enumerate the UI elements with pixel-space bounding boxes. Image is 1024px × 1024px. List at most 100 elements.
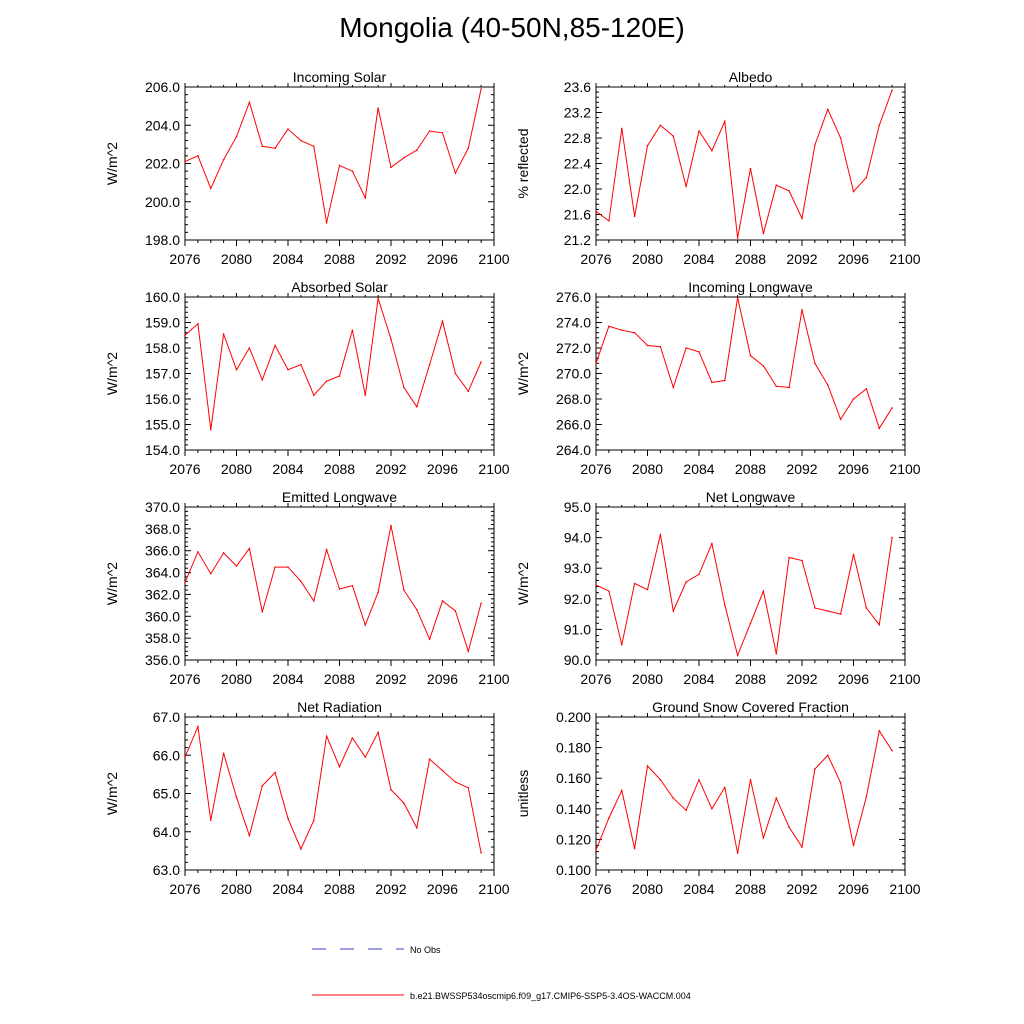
data-point <box>852 553 855 556</box>
data-point <box>403 156 405 159</box>
data-point <box>659 533 662 536</box>
data-point <box>839 137 842 139</box>
x-tick-label: 2088 <box>735 461 766 477</box>
data-point <box>415 608 418 611</box>
data-point <box>698 130 700 132</box>
x-tick-label: 2096 <box>427 671 458 687</box>
x-tick-label: 2100 <box>889 881 920 897</box>
data-point <box>415 827 418 829</box>
panel-title: Net Longwave <box>706 489 796 505</box>
data-point <box>248 101 251 104</box>
y-tick-label: 198.0 <box>145 232 180 248</box>
series-line <box>184 525 482 654</box>
y-tick-label: 202.0 <box>145 156 180 172</box>
data-point <box>480 88 482 90</box>
data-point <box>454 372 457 375</box>
x-tick-label: 2092 <box>375 671 406 687</box>
y-tick-label: 156.0 <box>145 391 180 407</box>
y-tick-label: 65.0 <box>153 786 180 802</box>
data-point <box>608 220 610 222</box>
data-point <box>312 145 315 148</box>
data-point <box>698 573 700 576</box>
data-point <box>736 654 739 657</box>
data-point <box>364 624 367 626</box>
plot-frame <box>184 716 495 871</box>
panel-title: Incoming Longwave <box>688 279 813 295</box>
data-point <box>839 418 842 421</box>
data-point <box>826 754 829 757</box>
data-point <box>325 735 328 737</box>
chart-panel-1: Incoming Solar W/m^2 198.0 200.0 202.0 204.0 2… <box>104 69 510 267</box>
data-point <box>672 135 675 137</box>
data-point <box>865 795 868 798</box>
chart-panel-5: Emitted Longwave W/m^2 356.0 358.0 360.0 362.… <box>104 489 510 687</box>
y-tick-label: 95.0 <box>564 499 591 515</box>
data-point <box>441 600 444 602</box>
data-point <box>878 124 881 127</box>
data-point <box>801 217 803 220</box>
series-line <box>595 534 893 658</box>
data-point <box>723 604 726 606</box>
plot-frame <box>595 86 906 241</box>
y-tick-label: 268.0 <box>556 391 591 407</box>
data-point <box>312 394 315 396</box>
x-tick-label: 2076 <box>580 251 611 267</box>
data-point <box>646 144 649 147</box>
data-point <box>826 108 829 111</box>
data-point <box>659 778 662 781</box>
data-point <box>685 581 687 583</box>
data-point <box>415 405 418 408</box>
data-point <box>325 221 328 224</box>
data-point <box>287 566 289 568</box>
data-point <box>852 844 855 847</box>
data-point <box>814 607 816 609</box>
data-point <box>287 368 289 371</box>
data-point <box>801 559 803 562</box>
data-point <box>762 837 765 839</box>
data-point <box>620 789 623 792</box>
data-point <box>480 602 482 604</box>
data-point <box>723 786 726 789</box>
data-point <box>467 390 470 393</box>
data-point <box>274 771 276 774</box>
data-point <box>467 147 470 149</box>
y-tick-label: 67.0 <box>153 709 180 725</box>
data-point <box>801 846 803 848</box>
x-tick-label: 2088 <box>735 251 766 267</box>
data-point <box>749 622 752 625</box>
data-point <box>891 89 893 91</box>
data-point <box>633 331 636 334</box>
x-tick-label: 2096 <box>427 461 458 477</box>
chart-panel-8: Ground Snow Covered Fraction unitless 0.10… <box>515 699 921 897</box>
y-tick-label: 159.0 <box>145 315 180 331</box>
data-point <box>364 394 367 396</box>
data-point <box>672 610 675 612</box>
data-point <box>184 334 186 337</box>
data-point <box>736 852 739 854</box>
data-point <box>338 164 341 167</box>
x-tick-label: 2092 <box>786 881 817 897</box>
x-tick-label: 2088 <box>735 881 766 897</box>
y-tick-label: 160.0 <box>145 289 180 305</box>
plot-frame <box>595 716 906 871</box>
y-tick-label: 94.0 <box>564 530 591 546</box>
data-point <box>390 166 392 169</box>
panel-title: Absorbed Solar <box>291 279 388 295</box>
y-axis-label: W/m^2 <box>515 562 531 605</box>
data-point <box>595 584 597 586</box>
y-tick-label: 358.0 <box>145 630 180 646</box>
x-tick-label: 2092 <box>375 881 406 897</box>
y-tick-label: 90.0 <box>564 652 591 668</box>
data-point <box>595 849 597 851</box>
data-point <box>390 338 392 340</box>
y-axis-label: % reflected <box>515 128 531 198</box>
data-point <box>685 347 687 349</box>
x-tick-label: 2092 <box>786 461 817 477</box>
data-point <box>839 781 842 784</box>
chart-panels: Incoming Solar W/m^2 198.0 200.0 202.0 204.0 2… <box>104 69 921 897</box>
data-point <box>274 147 276 149</box>
data-point <box>197 725 199 728</box>
data-point <box>274 344 276 347</box>
y-tick-label: 0.100 <box>556 862 591 878</box>
